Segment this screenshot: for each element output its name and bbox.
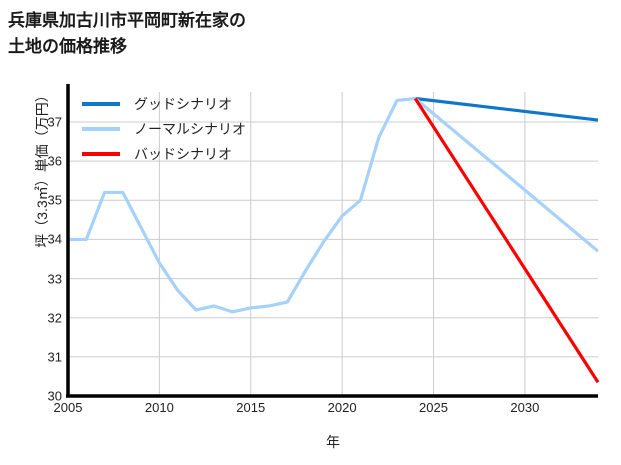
legend-item[interactable]: バッドシナリオ	[82, 141, 246, 166]
x-tick-label: 2015	[236, 400, 266, 415]
series-line-good	[415, 96, 599, 122]
y-tick-label: 33	[47, 271, 62, 287]
legend-swatch-icon	[82, 126, 120, 131]
legend-swatch-icon	[82, 101, 120, 106]
legend-item-label: ノーマルシナリオ	[134, 120, 246, 137]
y-tick-label: 34	[47, 231, 62, 247]
y-tick-label: 36	[47, 153, 62, 169]
y-tick-label: 35	[47, 192, 62, 208]
x-tick-label: 2025	[419, 400, 448, 415]
series-line-bad	[413, 97, 600, 384]
x-tick-label: 2020	[327, 400, 357, 415]
x-axis-title: 年	[326, 434, 340, 450]
y-tick-label: 37	[47, 114, 62, 130]
y-tick-label: 32	[47, 310, 62, 326]
legend-item-label: グッドシナリオ	[134, 95, 232, 112]
y-tick-label: 30	[47, 388, 62, 404]
legend-swatch-icon	[82, 151, 120, 156]
chart-title: 兵庫県加古川市平岡町新在家の 土地の価格推移	[8, 11, 246, 56]
y-tick-labels: 30 31 32 33 34 35 36 37	[30, 0, 62, 465]
x-tick-label: 2010	[144, 400, 174, 415]
y-tick-label: 31	[47, 349, 62, 365]
chart-legend: グッドシナリオ ノーマルシナリオ バッドシナリオ	[82, 91, 246, 166]
legend-item[interactable]: ノーマルシナリオ	[82, 116, 246, 141]
x-tick-label: 2005	[53, 400, 83, 415]
series-line-normal	[68, 96, 600, 314]
x-tick-label: 2030	[510, 400, 540, 415]
legend-item[interactable]: グッドシナリオ	[82, 91, 246, 116]
legend-item-label: バッドシナリオ	[134, 145, 232, 162]
